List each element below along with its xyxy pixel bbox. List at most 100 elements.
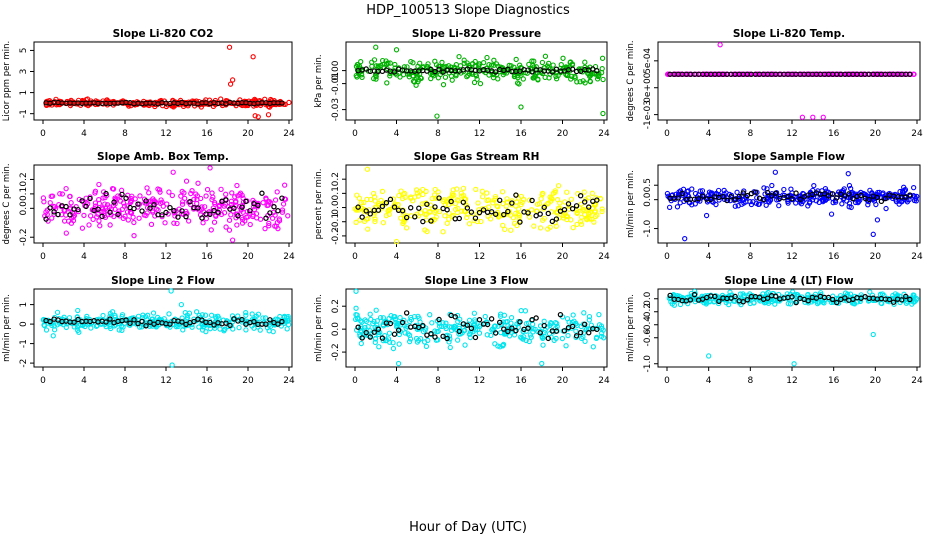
mean-point <box>789 294 795 300</box>
data-point <box>285 313 291 320</box>
mean-point <box>387 320 394 327</box>
data-point <box>451 323 458 329</box>
data-point <box>689 186 695 192</box>
y-axis-label: degrees C per min. <box>626 40 636 121</box>
outlier-point <box>178 301 185 308</box>
data-point <box>136 215 142 221</box>
data-point <box>380 315 386 321</box>
data-point <box>92 200 99 206</box>
outlier-point <box>600 110 606 117</box>
data-point <box>716 197 722 203</box>
mean-point <box>561 206 568 213</box>
y-tick-label: -0.03 <box>331 98 341 121</box>
data-point <box>372 198 378 204</box>
outlier-point <box>703 212 710 219</box>
data-point <box>448 327 455 334</box>
data-point <box>122 213 128 219</box>
mean-point <box>123 195 129 201</box>
data-point <box>117 198 124 204</box>
mean-point <box>573 203 580 209</box>
x-tick-label: 0 <box>352 252 358 262</box>
data-point <box>471 79 478 86</box>
data-point <box>379 188 386 195</box>
x-tick-label: 4 <box>706 129 712 139</box>
data-point <box>599 206 605 212</box>
data-point <box>221 326 228 333</box>
data-point <box>687 200 693 206</box>
y-tick-label: 0.00 <box>331 60 341 80</box>
mean-point <box>51 209 57 215</box>
mean-point <box>712 293 718 300</box>
data-point <box>540 190 546 197</box>
outlier-point <box>706 353 712 359</box>
data-point <box>580 334 586 340</box>
data-point <box>433 62 440 68</box>
data-point <box>249 311 255 317</box>
data-point <box>846 204 852 210</box>
mean-point <box>553 328 560 334</box>
chart-panel-9: Slope Line 4 (LT) Flow ml/min per min. 0 4 8… <box>626 275 923 386</box>
data-point <box>175 323 181 330</box>
panel-title: Slope Line 2 Flow <box>111 275 215 287</box>
mean-point <box>501 211 507 218</box>
data-point <box>210 194 216 200</box>
data-point <box>202 204 208 210</box>
data-point <box>466 71 472 77</box>
data-point <box>589 190 595 196</box>
mean-point <box>565 201 572 207</box>
data-point <box>357 331 363 337</box>
data-point <box>427 312 433 318</box>
mean-point <box>440 333 446 340</box>
chart-panel-4: Slope Amb. Box Temp. degrees C per min. 0 4… <box>2 151 295 262</box>
mean-point <box>720 193 726 200</box>
data-point <box>785 200 791 206</box>
mean-point <box>833 299 840 306</box>
panel-title: Slope Line 4 (LT) Flow <box>724 275 854 287</box>
mean-point <box>878 198 885 205</box>
x-tick-label: 20 <box>870 129 882 139</box>
data-point <box>519 335 525 341</box>
data-point <box>410 73 416 79</box>
mean-point <box>444 207 450 213</box>
data-point <box>116 327 122 333</box>
data-point <box>174 220 180 227</box>
mean-point <box>517 219 523 225</box>
data-point <box>536 201 543 207</box>
data-point <box>566 319 572 325</box>
data-point <box>822 186 829 192</box>
mean-point <box>448 198 454 205</box>
data-point <box>216 202 222 209</box>
data-point <box>914 193 920 200</box>
data-point <box>179 188 185 195</box>
x-tick-label: 4 <box>706 252 712 262</box>
data-point <box>550 62 556 68</box>
data-point <box>142 313 149 320</box>
outlier-point <box>364 166 371 172</box>
data-point <box>541 333 547 339</box>
data-point <box>217 326 223 332</box>
data-point <box>110 186 117 192</box>
data-point <box>570 224 576 231</box>
x-tick-label: 20 <box>557 129 569 139</box>
mean-point <box>846 191 852 197</box>
mean-point <box>47 205 53 211</box>
mean-point <box>139 208 145 214</box>
mean-point <box>279 100 285 106</box>
mean-point <box>428 218 434 224</box>
data-point <box>397 314 403 321</box>
hourly-mean-points <box>355 66 600 75</box>
y-axis-label: percent per min. <box>314 169 324 240</box>
data-point <box>401 219 407 225</box>
data-point <box>234 182 240 189</box>
y-tick-label: 0.5 <box>643 178 653 192</box>
data-point <box>373 307 379 313</box>
mean-point <box>363 329 369 336</box>
data-point <box>460 185 467 191</box>
data-point <box>513 203 519 209</box>
data-point <box>420 329 427 335</box>
data-point <box>127 199 134 206</box>
data-point <box>81 212 87 219</box>
data-point <box>208 227 214 233</box>
outlier-point <box>518 104 524 110</box>
data-point <box>529 58 535 64</box>
